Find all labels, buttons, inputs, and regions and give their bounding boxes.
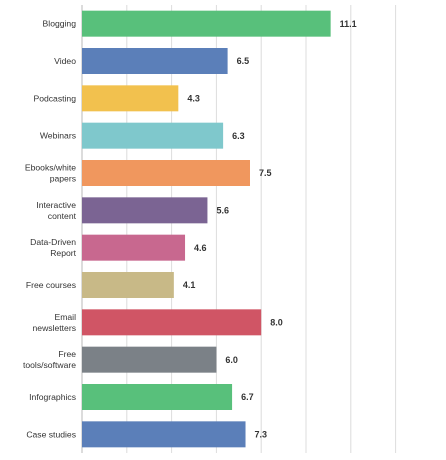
category-label: Video — [54, 56, 76, 66]
category-label: Free courses — [26, 280, 76, 290]
value-label: 6.3 — [232, 131, 245, 141]
value-label: 11.1 — [340, 19, 357, 29]
bar-layer — [82, 10, 331, 448]
category-label: Blogging — [43, 19, 77, 29]
bar-infographics[interactable] — [82, 384, 233, 410]
value-label: 4.6 — [194, 243, 207, 253]
value-label: 4.3 — [187, 94, 200, 104]
value-label: 4.1 — [183, 280, 196, 290]
value-label: 6.7 — [241, 392, 254, 402]
bar-webinars[interactable] — [82, 122, 224, 149]
category-label: Email newsletters — [33, 312, 77, 333]
category-label: Free tools/software — [23, 349, 76, 370]
bar-data-driven-report[interactable] — [82, 234, 186, 261]
bar-podcasting[interactable] — [82, 85, 179, 112]
value-label: 5.6 — [216, 206, 229, 216]
bar-video[interactable] — [82, 48, 228, 74]
bar-free-courses[interactable] — [82, 272, 174, 298]
label-layer: 11.1 Blogging 6.5 Video 4.3 Podcasting 6.3 Webi… — [23, 19, 357, 440]
value-label: 6.5 — [237, 56, 250, 66]
value-label: 8.0 — [270, 318, 283, 328]
bar-case-studies[interactable] — [82, 421, 246, 448]
bar-blogging[interactable] — [82, 10, 331, 37]
category-label: Case studies — [26, 429, 76, 439]
bar-free-tools-software[interactable] — [82, 346, 217, 373]
value-label: 6.0 — [225, 355, 238, 365]
value-label: 7.3 — [255, 430, 268, 440]
bar-email-newsletters[interactable] — [82, 309, 262, 336]
bar-interactive-content[interactable] — [82, 197, 208, 224]
category-label: Ebooks/white papers — [25, 163, 76, 184]
category-label: Webinars — [40, 131, 76, 141]
category-label: Infographics — [29, 392, 76, 402]
category-label: Podcasting — [33, 93, 76, 103]
grid-layer — [81, 5, 397, 453]
category-label: Data-Driven Report — [30, 237, 76, 258]
category-label: Interactive content — [36, 200, 76, 221]
bar-ebooks-white-papers[interactable] — [82, 160, 250, 186]
value-label: 7.5 — [259, 168, 272, 178]
